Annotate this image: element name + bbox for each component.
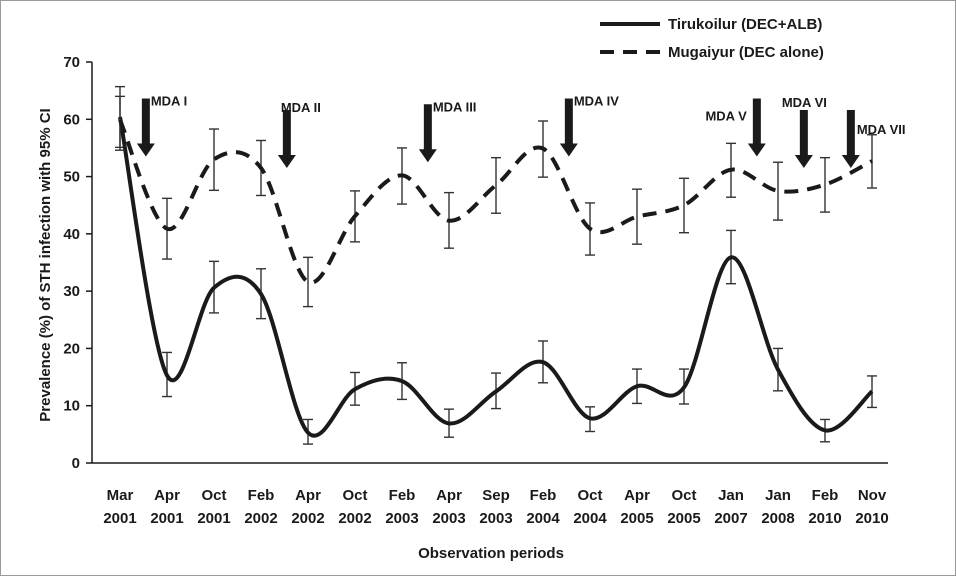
x-tick-label: Oct <box>342 487 367 504</box>
x-axis-label: Observation periods <box>418 545 564 562</box>
x-tick-label: Feb <box>248 487 275 504</box>
mda-arrow-head <box>559 143 578 157</box>
x-tick-year-label: 2005 <box>620 510 653 527</box>
x-tick-year-label: 2002 <box>244 510 277 527</box>
mda-arrow-head <box>136 143 155 157</box>
mda-annotation: MDA II <box>277 100 321 168</box>
x-tick-year-label: 2005 <box>667 510 700 527</box>
x-tick-label: Jan <box>765 487 791 504</box>
series-1 <box>115 85 877 445</box>
x-tick-label: Apr <box>436 487 462 504</box>
x-tick-label: Oct <box>201 487 226 504</box>
mda-arrow-head <box>747 143 766 157</box>
legend-label: Tirukoilur (DEC+ALB) <box>668 16 822 33</box>
mda-label: MDA IV <box>574 94 619 109</box>
series-2 <box>115 95 877 308</box>
mda-arrow-head <box>418 149 437 163</box>
mda-annotation: MDA III <box>418 99 477 163</box>
x-tick-year-label: 2002 <box>338 510 371 527</box>
mda-annotation: MDA V <box>705 98 766 157</box>
x-tick-year-label: 2007 <box>714 510 747 527</box>
mda-label: MDA I <box>151 94 187 109</box>
x-tick-year-label: 2003 <box>479 510 512 527</box>
y-tick-label: 0 <box>72 455 80 472</box>
x-tick-year-label: 2004 <box>573 510 607 527</box>
series-line <box>118 116 874 438</box>
x-tick-label: Apr <box>624 487 650 504</box>
mda-label: MDA VI <box>782 95 827 110</box>
y-tick-label: 20 <box>63 340 80 357</box>
y-tick-label: 50 <box>63 169 80 186</box>
mda-annotations: MDA I MDA II MDA III MDA IV MDA V MDA VI MDA V… <box>136 94 906 168</box>
mda-label: MDA III <box>433 99 477 114</box>
x-tick-year-label: 2003 <box>432 510 465 527</box>
x-tick-label: Sep <box>482 487 510 504</box>
y-tick-label: 30 <box>63 283 80 300</box>
legend-label: Mugaiyur (DEC alone) <box>668 44 824 61</box>
mda-arrow-shaft <box>752 98 761 145</box>
x-tick-label: Feb <box>389 487 416 504</box>
mda-annotation: MDA IV <box>559 94 619 157</box>
mda-arrow-shaft <box>141 98 150 145</box>
x-tick-label: Apr <box>295 487 321 504</box>
x-tick-year-label: 2001 <box>197 510 230 527</box>
x-tick-label: Oct <box>577 487 602 504</box>
mda-annotation: MDA VI <box>782 95 827 168</box>
x-tick-label: Feb <box>530 487 557 504</box>
x-tick-label: Jan <box>718 487 744 504</box>
x-tick-year-label: 2004 <box>526 510 560 527</box>
mda-arrow-head <box>277 154 296 168</box>
x-tick-year-label: 2001 <box>103 510 136 527</box>
mda-arrow-shaft <box>799 109 808 156</box>
mda-arrow-head <box>841 154 860 168</box>
legend: Tirukoilur (DEC+ALB) Mugaiyur (DEC alone) <box>600 16 824 61</box>
mda-arrow-shaft <box>282 109 291 156</box>
x-tick-year-label: 2010 <box>855 510 888 527</box>
series-line <box>118 119 873 285</box>
x-tick-year-label: 2002 <box>291 510 324 527</box>
mda-annotation: MDA I <box>136 94 187 157</box>
x-tick-label: Apr <box>154 487 180 504</box>
mda-arrow-shaft <box>423 104 432 151</box>
x-tick-year-label: 2003 <box>385 510 418 527</box>
mda-arrow-head <box>794 154 813 168</box>
mda-label: MDA VII <box>857 122 906 137</box>
y-axis-label: Prevalence (%) of STH infection with 95%… <box>37 108 54 421</box>
x-tick-label: Nov <box>858 487 887 504</box>
y-tick-label: 10 <box>63 398 80 415</box>
mda-annotation: MDA VII <box>841 109 906 168</box>
mda-arrow-shaft <box>564 98 573 145</box>
mda-label: MDA V <box>705 109 747 124</box>
x-tick-label: Mar <box>107 487 134 504</box>
y-tick-label: 70 <box>63 54 80 71</box>
axes: 0 10 20 30 40 50 60 70 Mar 2001 Apr 2001 Oct 2001 Feb 2… <box>63 54 888 527</box>
y-tick-label: 40 <box>63 226 80 243</box>
series-layer <box>115 85 877 445</box>
x-tick-year-label: 2001 <box>150 510 183 527</box>
x-tick-year-label: 2008 <box>761 510 794 527</box>
y-tick-label: 60 <box>63 111 80 128</box>
x-tick-label: Oct <box>671 487 696 504</box>
x-tick-label: Feb <box>812 487 839 504</box>
mda-arrow-shaft <box>846 109 855 156</box>
x-tick-year-label: 2010 <box>808 510 841 527</box>
mda-label: MDA II <box>281 100 321 115</box>
